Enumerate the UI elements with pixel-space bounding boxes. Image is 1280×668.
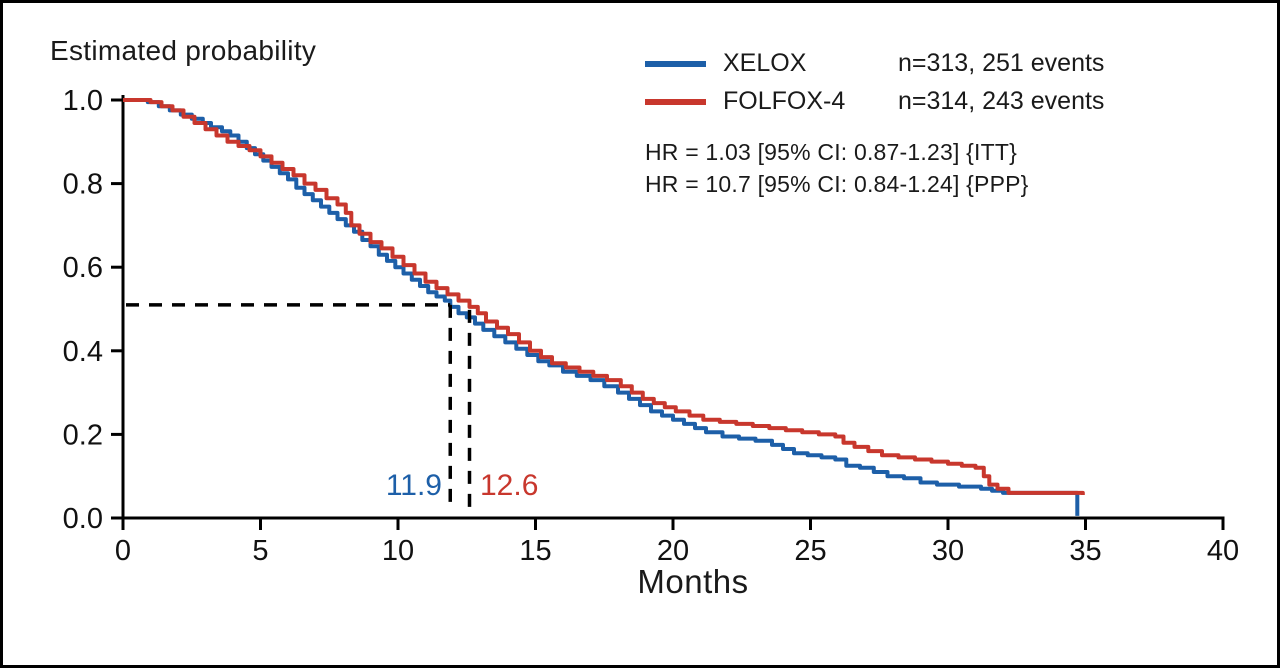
hr-itt-line: HR = 1.03 [95% CI: 0.87-1.23] {ITT} — [645, 139, 1018, 165]
legend-item-xelox: XELOX n=313, 251 events — [645, 49, 1104, 78]
svg-text:20: 20 — [657, 535, 689, 567]
svg-text:35: 35 — [1069, 535, 1101, 567]
legend-events-folfox: n=314, 243 events — [898, 87, 1105, 115]
svg-text:15: 15 — [519, 535, 551, 567]
svg-text:1.0: 1.0 — [63, 85, 103, 117]
svg-text:0: 0 — [115, 535, 131, 567]
legend: XELOX n=313, 251 events FOLFOX-4 n=314, … — [645, 49, 1104, 116]
xelox-line-swatch — [645, 60, 706, 67]
legend-label-folfox: FOLFOX-4 — [723, 87, 846, 115]
svg-text:30: 30 — [932, 535, 964, 567]
median-label-xelox: 11.9 — [385, 469, 442, 502]
km-plot-svg: 0 5 10 15 20 25 30 35 40 0.0 0.2 0.4 0.6 0.8 1.0 — [63, 85, 1239, 567]
median-label-folfox: 12.6 — [480, 469, 539, 502]
y-axis-title: Estimated probability — [50, 35, 317, 66]
svg-text:0.2: 0.2 — [63, 419, 103, 451]
hazard-ratio-annotations: HR = 1.03 [95% CI: 0.87-1.23] {ITT} HR =… — [645, 136, 1029, 200]
svg-text:0.4: 0.4 — [63, 336, 103, 368]
x-axis-label: Months — [637, 563, 749, 600]
legend-label-xelox: XELOX — [723, 49, 807, 77]
legend-item-folfox: FOLFOX-4 n=314, 243 events — [645, 87, 1104, 116]
folfox-line-swatch — [645, 98, 706, 105]
svg-text:0.8: 0.8 — [63, 169, 103, 201]
svg-text:0.0: 0.0 — [63, 503, 103, 535]
svg-text:0.6: 0.6 — [63, 252, 103, 284]
svg-text:5: 5 — [252, 535, 268, 567]
svg-text:25: 25 — [794, 535, 826, 567]
svg-text:40: 40 — [1207, 535, 1239, 567]
legend-events-xelox: n=313, 251 events — [898, 49, 1105, 77]
hr-ppp-line: HR = 10.7 [95% CI: 0.84-1.24] {PPP} — [645, 171, 1029, 197]
svg-text:10: 10 — [382, 535, 414, 567]
